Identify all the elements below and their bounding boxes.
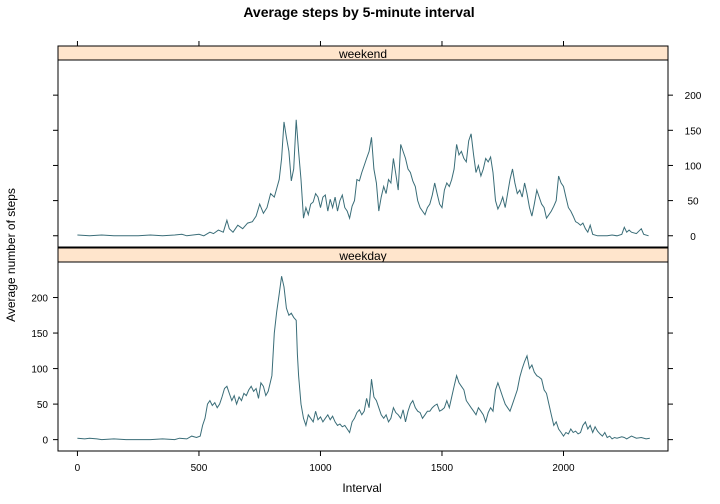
- y-tick-label-weekend-50: 50: [687, 197, 699, 208]
- y-axis-label: Average number of steps: [4, 188, 18, 322]
- x-tick-label-0: 0: [75, 463, 81, 474]
- y-tick-label-weekday-200: 200: [31, 294, 48, 305]
- y-tick-label-weekend-0: 0: [690, 232, 696, 243]
- y-tick-label-weekend-200: 200: [685, 91, 702, 102]
- panel-weekend: weekend: [57, 45, 669, 248]
- axis-ticks: 0 500 1000 1500 2000 0 0 50 50 100 100 150 150 200 200: [31, 41, 702, 474]
- x-tick-label-2000: 2000: [552, 463, 575, 474]
- panel-frame-weekday: [57, 261, 669, 452]
- y-tick-label-weekday-0: 0: [42, 436, 48, 447]
- x-axis-label: Interval: [342, 481, 381, 495]
- y-tick-label-weekend-150: 150: [685, 126, 702, 137]
- panel-weekday: weekday: [57, 247, 669, 452]
- series-line-weekend: [77, 119, 649, 237]
- chart-title: Average steps by 5-minute interval: [243, 4, 474, 20]
- x-tick-label-1500: 1500: [431, 463, 454, 474]
- strip-label-weekend: weekend: [338, 47, 387, 61]
- y-tick-label-weekday-150: 150: [31, 329, 48, 340]
- x-tick-label-500: 500: [191, 463, 208, 474]
- series-line-weekday: [77, 276, 650, 441]
- y-tick-label-weekday-100: 100: [31, 365, 48, 376]
- y-tick-label-weekday-50: 50: [37, 400, 49, 411]
- y-tick-label-weekend-100: 100: [685, 161, 702, 172]
- panel-frame-weekend: [57, 59, 669, 248]
- x-tick-label-1000: 1000: [309, 463, 332, 474]
- strip-label-weekday: weekday: [338, 249, 386, 263]
